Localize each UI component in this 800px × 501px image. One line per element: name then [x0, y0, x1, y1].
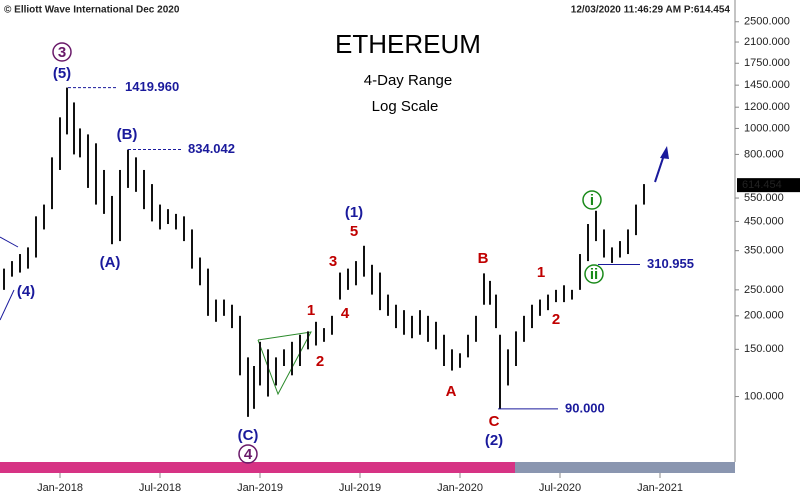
wave-label: A: [446, 383, 457, 400]
scale-label: Log Scale: [372, 98, 439, 115]
y-tick-label: 250.000: [744, 284, 784, 296]
last-price-box: [737, 178, 800, 193]
wave-circle: [238, 444, 258, 464]
bottom-band: [515, 462, 735, 473]
x-tick-label: Jan-2019: [237, 482, 283, 494]
y-tick-label: 1450.000: [744, 79, 790, 91]
wave-label: 3: [58, 44, 66, 61]
wave-label: (C): [238, 427, 259, 444]
level-label: 834.042: [188, 141, 235, 156]
y-tick-label: 1000.000: [744, 122, 790, 134]
x-tick-label: Jul-2019: [339, 482, 381, 494]
wave-circle: [582, 190, 602, 210]
x-tick-label: Jul-2020: [539, 482, 581, 494]
level-label: 1419.960: [125, 79, 179, 94]
level-label: 310.955: [647, 256, 694, 271]
level-label: 90.000: [565, 400, 605, 415]
wave-label: 4: [244, 446, 253, 463]
y-tick-label: 800.000: [744, 148, 784, 160]
y-tick-label: 150.000: [744, 343, 784, 355]
wave-label: B: [478, 250, 489, 267]
header-left: © Elliott Wave International Dec 2020: [4, 5, 180, 16]
wave-label: (4): [17, 283, 35, 300]
trend-arrow-head: [660, 146, 669, 159]
wave-label: ii: [590, 266, 598, 283]
last-price-label: 614.454: [742, 179, 782, 191]
wave-label: 3: [329, 253, 337, 270]
wave-circle: [52, 42, 72, 62]
x-tick-label: Jan-2020: [437, 482, 483, 494]
wave-label: 4: [341, 305, 350, 322]
header-right: 12/03/2020 11:46:29 AM P:614.454: [571, 5, 731, 16]
y-tick-label: 2500.000: [744, 16, 790, 28]
chart-subtitle: 4-Day Range: [364, 72, 452, 89]
y-tick-label: 100.000: [744, 390, 784, 402]
y-tick-label: 1750.000: [744, 57, 790, 69]
y-tick-label: 1200.000: [744, 101, 790, 113]
y-tick-label: 450.000: [744, 215, 784, 227]
wave-label: (1): [345, 204, 363, 221]
y-tick-label: 550.000: [744, 192, 784, 204]
wave-label: i: [590, 192, 594, 209]
wave-label: 2: [552, 311, 560, 328]
wave-circle: [584, 264, 604, 284]
trendline: [0, 289, 15, 321]
wave-label: 1: [537, 264, 545, 281]
y-tick-label: 350.000: [744, 245, 784, 257]
wave-label: (B): [117, 126, 138, 143]
wave-label: (2): [485, 432, 503, 449]
wave-label: 1: [307, 302, 315, 319]
wave-label: (5): [53, 65, 71, 82]
wave-label: (A): [100, 254, 121, 271]
y-tick-label: 200.000: [744, 310, 784, 322]
wave-label: 5: [350, 223, 358, 240]
bottom-band: [0, 462, 515, 473]
wave-label: 2: [316, 353, 324, 370]
trendline: [0, 236, 19, 248]
x-tick-label: Jan-2021: [637, 482, 683, 494]
x-tick-label: Jul-2018: [139, 482, 181, 494]
x-tick-label: Jan-2018: [37, 482, 83, 494]
y-tick-label: 2100.000: [744, 36, 790, 48]
wave-label: C: [489, 413, 500, 430]
chart-title: ETHEREUM: [335, 29, 481, 59]
